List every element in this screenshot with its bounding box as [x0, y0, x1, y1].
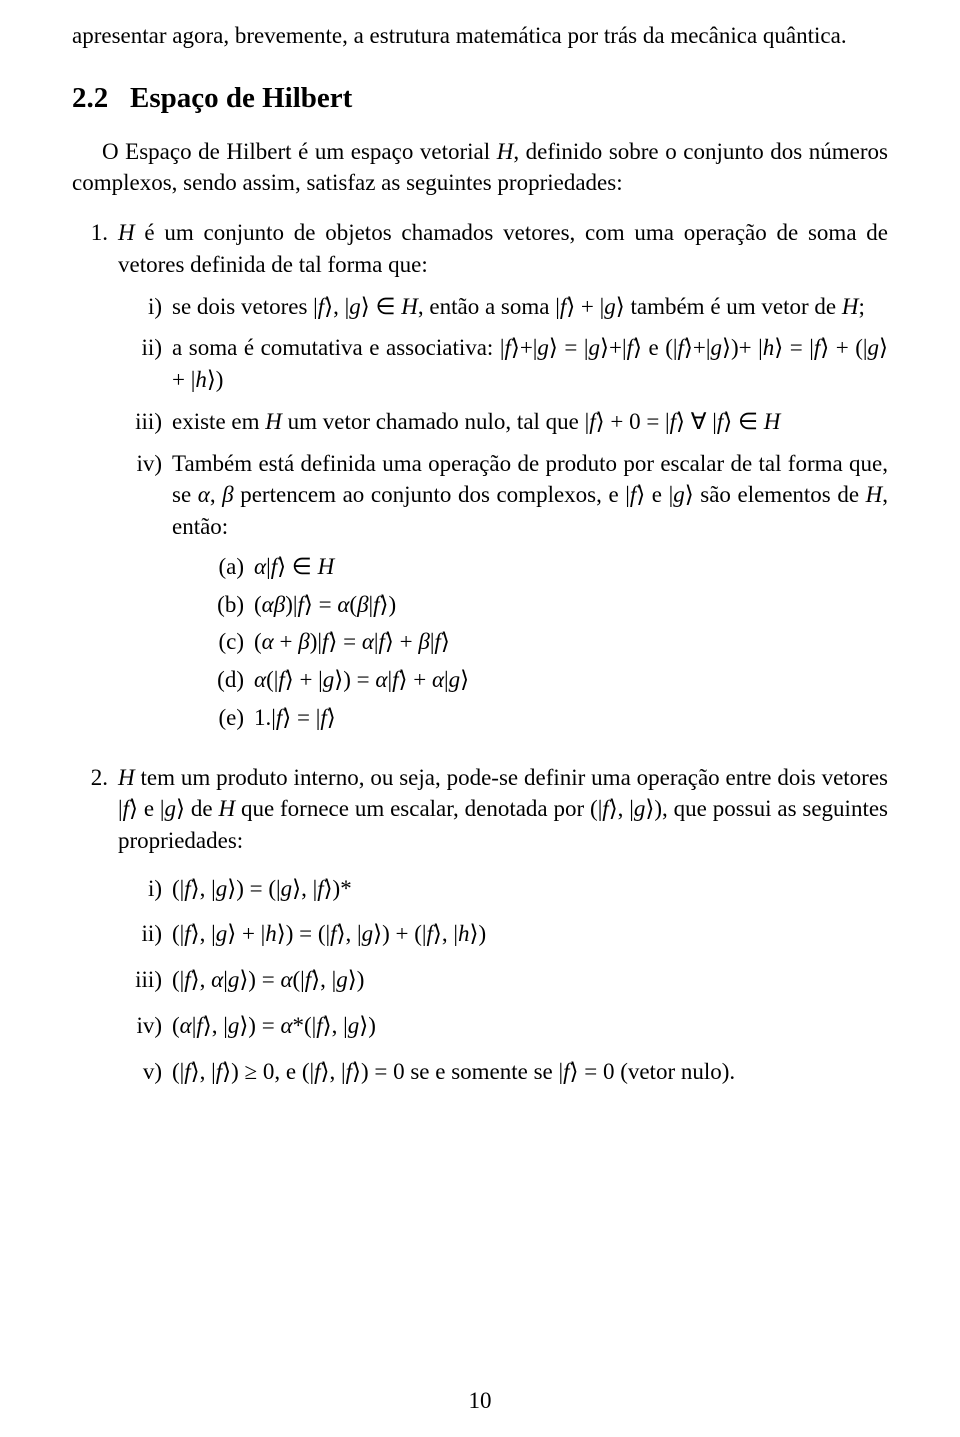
sub-body: (|f⟩, |f⟩) ≥ 0, e (|f⟩, |f⟩) = 0 se e so… [172, 1056, 888, 1088]
alpha-body: (α + β)|f⟩ = α|f⟩ + β|f⟩ [254, 626, 888, 658]
intro-paragraph: apresentar agora, brevemente, a estrutur… [72, 20, 888, 52]
sub-label: ii) [118, 332, 172, 395]
sub-item-1-ii: ii) a soma é comutativa e associativa: |… [118, 332, 888, 395]
enum-item-1: 1. H é um conjunto de objetos chamados v… [72, 217, 888, 749]
alpha-label: (a) [206, 551, 254, 583]
alpha-label: (d) [206, 664, 254, 696]
sub-label: iv) [118, 448, 172, 740]
enum-number: 1. [72, 217, 118, 749]
sub-body: (|f⟩, |g⟩) = (|g⟩, |f⟩)* [172, 873, 888, 905]
sub-item-1-i: i) se dois vetores |f⟩, |g⟩ ∈ H, então a… [118, 291, 888, 323]
sub-list-2: i) (|f⟩, |g⟩) = (|g⟩, |f⟩)* ii) (|f⟩, |g… [118, 873, 888, 1088]
section-title-text: Espaço de Hilbert [130, 82, 352, 114]
sub-item-2-iv: iv) (α|f⟩, |g⟩) = α*(|f⟩, |g⟩) [118, 1010, 888, 1042]
sub-body: a soma é comutativa e associativa: |f⟩+|… [172, 332, 888, 395]
sub-body: (|f⟩, |g⟩ + |h⟩) = (|f⟩, |g⟩) + (|f⟩, |h… [172, 918, 888, 950]
alpha-item-e: (e) 1.|f⟩ = |f⟩ [206, 702, 888, 734]
alpha-item-d: (d) α(|f⟩ + |g⟩) = α|f⟩ + α|g⟩ [206, 664, 888, 696]
sub-body: Também está definida uma operação de pro… [172, 448, 888, 740]
sub-label: iii) [118, 964, 172, 996]
alpha-label: (c) [206, 626, 254, 658]
sub-body: existe em H um vetor chamado nulo, tal q… [172, 406, 888, 438]
alpha-item-b: (b) (αβ)|f⟩ = α(β|f⟩) [206, 589, 888, 621]
sub-label: iv) [118, 1010, 172, 1042]
sub-label: iii) [118, 406, 172, 438]
sub-item-2-i: i) (|f⟩, |g⟩) = (|g⟩, |f⟩)* [118, 873, 888, 905]
alpha-label: (b) [206, 589, 254, 621]
sub-item-1-iv: iv) Também está definida uma operação de… [118, 448, 888, 740]
sub-item-2-ii: ii) (|f⟩, |g⟩ + |h⟩) = (|f⟩, |g⟩) + (|f⟩… [118, 918, 888, 950]
enum-number: 2. [72, 762, 118, 1098]
sub-body: (|f⟩, α|g⟩) = α(|f⟩, |g⟩) [172, 964, 888, 996]
sub-item-1-iii: iii) existe em H um vetor chamado nulo, … [118, 406, 888, 438]
sub-body: (α|f⟩, |g⟩) = α*(|f⟩, |g⟩) [172, 1010, 888, 1042]
alpha-label: (e) [206, 702, 254, 734]
sub-label: i) [118, 873, 172, 905]
sub-label: i) [118, 291, 172, 323]
enum-body: H é um conjunto de objetos chamados veto… [118, 217, 888, 749]
sub-list-1: i) se dois vetores |f⟩, |g⟩ ∈ H, então a… [118, 291, 888, 740]
sub-item-2-v: v) (|f⟩, |f⟩) ≥ 0, e (|f⟩, |f⟩) = 0 se e… [118, 1056, 888, 1088]
section-heading: 2.2 Espaço de Hilbert [72, 78, 888, 118]
sub-label: ii) [118, 918, 172, 950]
alpha-body: α(|f⟩ + |g⟩) = α|f⟩ + α|g⟩ [254, 664, 888, 696]
alpha-body: (αβ)|f⟩ = α(β|f⟩) [254, 589, 888, 621]
enum-body: H tem um produto interno, ou seja, pode-… [118, 762, 888, 1098]
section-number: 2.2 [72, 82, 108, 114]
alpha-body: 1.|f⟩ = |f⟩ [254, 702, 888, 734]
sub-item-2-iii: iii) (|f⟩, α|g⟩) = α(|f⟩, |g⟩) [118, 964, 888, 996]
alpha-item-c: (c) (α + β)|f⟩ = α|f⟩ + β|f⟩ [206, 626, 888, 658]
section-intro: O Espaço de Hilbert é um espaço vetorial… [72, 136, 888, 199]
enum-item-2: 2. H tem um produto interno, ou seja, po… [72, 762, 888, 1098]
page: apresentar agora, brevemente, a estrutur… [0, 0, 960, 1437]
sub-label: v) [118, 1056, 172, 1088]
alpha-body: α|f⟩ ∈ H [254, 551, 888, 583]
alpha-list: (a) α|f⟩ ∈ H (b) (αβ)|f⟩ = α(β|f⟩) (c) (… [206, 551, 888, 734]
page-number: 10 [0, 1385, 960, 1417]
sub-body: se dois vetores |f⟩, |g⟩ ∈ H, então a so… [172, 291, 888, 323]
alpha-item-a: (a) α|f⟩ ∈ H [206, 551, 888, 583]
